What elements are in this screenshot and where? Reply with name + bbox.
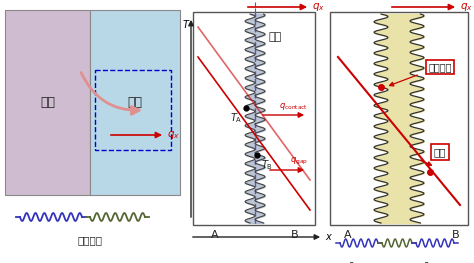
Text: $q_x$: $q_x$ <box>312 1 325 13</box>
Text: 热沉: 热沉 <box>128 96 143 109</box>
Bar <box>95 70 171 150</box>
Text: $q_x$: $q_x$ <box>167 129 180 141</box>
Text: 孔隙: 孔隙 <box>268 32 282 42</box>
Bar <box>5 10 90 195</box>
Text: $R_{\rm cont,1}$: $R_{\rm cont,1}$ <box>348 261 372 263</box>
Text: 接触热阻: 接触热阻 <box>78 235 102 245</box>
Text: $T_{\rm A}$: $T_{\rm A}$ <box>229 111 242 125</box>
Text: B: B <box>291 230 299 240</box>
Text: B: B <box>452 230 460 240</box>
Bar <box>90 10 180 195</box>
Text: A: A <box>344 230 352 240</box>
Text: x: x <box>325 232 331 242</box>
Text: A: A <box>211 230 219 240</box>
Text: $T_{\rm B}$: $T_{\rm B}$ <box>262 158 273 172</box>
Text: 热源: 热源 <box>40 96 55 109</box>
Text: $q_{\rm gap}$: $q_{\rm gap}$ <box>290 156 308 167</box>
Text: 界面材料: 界面材料 <box>428 62 452 72</box>
Bar <box>330 12 468 225</box>
Text: $q_x$: $q_x$ <box>460 1 473 13</box>
Text: $R_{\rm cond}$: $R_{\rm cond}$ <box>387 261 407 263</box>
Text: T: T <box>183 20 189 30</box>
Text: $q_{\rm contact}$: $q_{\rm contact}$ <box>279 101 308 112</box>
Bar <box>193 12 315 225</box>
Text: $R_{\rm cont,2}$: $R_{\rm cont,2}$ <box>423 261 447 263</box>
Text: 孔隙: 孔隙 <box>434 147 446 157</box>
